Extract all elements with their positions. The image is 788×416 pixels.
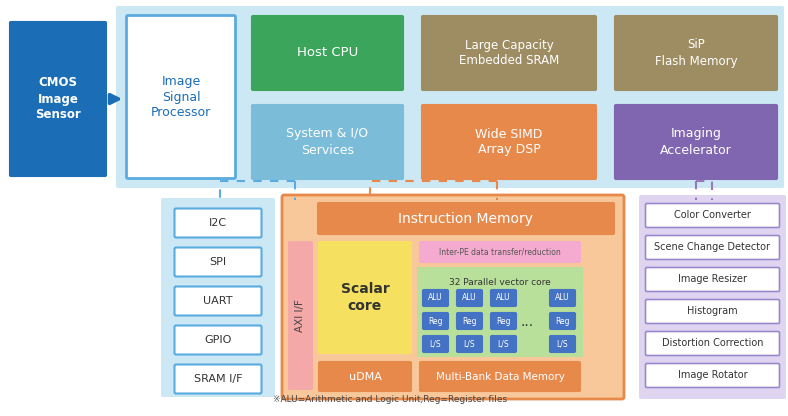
FancyBboxPatch shape [422, 312, 448, 329]
FancyBboxPatch shape [174, 364, 262, 394]
FancyBboxPatch shape [645, 267, 779, 292]
FancyBboxPatch shape [419, 362, 581, 391]
FancyBboxPatch shape [251, 15, 403, 91]
Text: Image
Signal
Processor: Image Signal Processor [151, 74, 211, 119]
FancyBboxPatch shape [161, 198, 275, 397]
Text: L/S: L/S [498, 339, 509, 349]
Text: SPI: SPI [210, 257, 227, 267]
FancyBboxPatch shape [174, 325, 262, 354]
Text: Scalar
core: Scalar core [340, 282, 389, 313]
FancyBboxPatch shape [174, 248, 262, 277]
FancyBboxPatch shape [615, 15, 778, 91]
FancyBboxPatch shape [456, 312, 482, 329]
Text: Multi-Bank Data Memory: Multi-Bank Data Memory [436, 371, 564, 381]
FancyBboxPatch shape [645, 203, 779, 228]
FancyBboxPatch shape [422, 290, 448, 307]
Text: UART: UART [203, 296, 232, 306]
FancyBboxPatch shape [318, 242, 411, 354]
Text: Wide SIMD
Array DSP: Wide SIMD Array DSP [475, 127, 543, 156]
FancyBboxPatch shape [639, 195, 786, 399]
Text: Color Converter: Color Converter [674, 210, 751, 220]
FancyBboxPatch shape [318, 362, 411, 391]
FancyBboxPatch shape [456, 335, 482, 352]
Text: SiP
Flash Memory: SiP Flash Memory [655, 39, 738, 67]
Text: ※ALU=Arithmetic and Logic Unit,Reg=Register files: ※ALU=Arithmetic and Logic Unit,Reg=Regis… [273, 396, 507, 404]
FancyBboxPatch shape [417, 267, 583, 357]
Text: Imaging
Accelerator: Imaging Accelerator [660, 127, 732, 156]
Text: ···: ··· [520, 319, 533, 333]
FancyBboxPatch shape [9, 22, 106, 176]
FancyBboxPatch shape [422, 104, 597, 179]
FancyBboxPatch shape [490, 312, 516, 329]
FancyBboxPatch shape [490, 335, 516, 352]
FancyBboxPatch shape [645, 364, 779, 387]
Text: Large Capacity
Embedded SRAM: Large Capacity Embedded SRAM [459, 39, 559, 67]
Text: ALU: ALU [496, 294, 511, 302]
Text: Image Rotator: Image Rotator [678, 371, 747, 381]
FancyBboxPatch shape [422, 335, 448, 352]
FancyBboxPatch shape [174, 287, 262, 315]
FancyBboxPatch shape [288, 242, 313, 389]
Text: GPIO: GPIO [204, 335, 232, 345]
Text: Reg: Reg [428, 317, 443, 325]
FancyBboxPatch shape [116, 6, 784, 188]
Text: Histogram: Histogram [687, 307, 738, 317]
Text: L/S: L/S [556, 339, 568, 349]
FancyBboxPatch shape [456, 290, 482, 307]
Text: Instruction Memory: Instruction Memory [399, 211, 533, 225]
FancyBboxPatch shape [127, 15, 236, 178]
Text: Distortion Correction: Distortion Correction [662, 339, 764, 349]
Text: Reg: Reg [463, 317, 477, 325]
FancyBboxPatch shape [549, 312, 575, 329]
Text: Reg: Reg [496, 317, 511, 325]
Text: L/S: L/S [463, 339, 475, 349]
Text: L/S: L/S [429, 339, 441, 349]
Text: I2C: I2C [209, 218, 227, 228]
FancyBboxPatch shape [419, 242, 581, 262]
FancyBboxPatch shape [549, 290, 575, 307]
FancyBboxPatch shape [615, 104, 778, 179]
FancyBboxPatch shape [318, 203, 615, 235]
FancyBboxPatch shape [251, 104, 403, 179]
Text: Host CPU: Host CPU [297, 47, 358, 59]
Text: uDMA: uDMA [348, 371, 381, 381]
FancyBboxPatch shape [422, 15, 597, 91]
FancyBboxPatch shape [282, 195, 624, 399]
Text: Scene Change Detector: Scene Change Detector [655, 243, 771, 253]
Text: AXI I/F: AXI I/F [296, 299, 306, 332]
FancyBboxPatch shape [549, 335, 575, 352]
Text: System & I/O
Services: System & I/O Services [286, 127, 369, 156]
FancyBboxPatch shape [645, 300, 779, 324]
Text: ALU: ALU [463, 294, 477, 302]
Text: ALU: ALU [428, 294, 443, 302]
Text: SRAM I/F: SRAM I/F [194, 374, 242, 384]
Text: Reg: Reg [556, 317, 570, 325]
Text: Image Resizer: Image Resizer [678, 275, 747, 285]
Text: ALU: ALU [556, 294, 570, 302]
FancyBboxPatch shape [490, 290, 516, 307]
Text: Inter-PE data transfer/reduction: Inter-PE data transfer/reduction [439, 248, 561, 257]
Text: CMOS
Image
Sensor: CMOS Image Sensor [35, 77, 81, 121]
FancyBboxPatch shape [645, 332, 779, 356]
FancyBboxPatch shape [174, 208, 262, 238]
Text: 32 Parallel vector core: 32 Parallel vector core [449, 278, 551, 287]
FancyBboxPatch shape [645, 235, 779, 260]
